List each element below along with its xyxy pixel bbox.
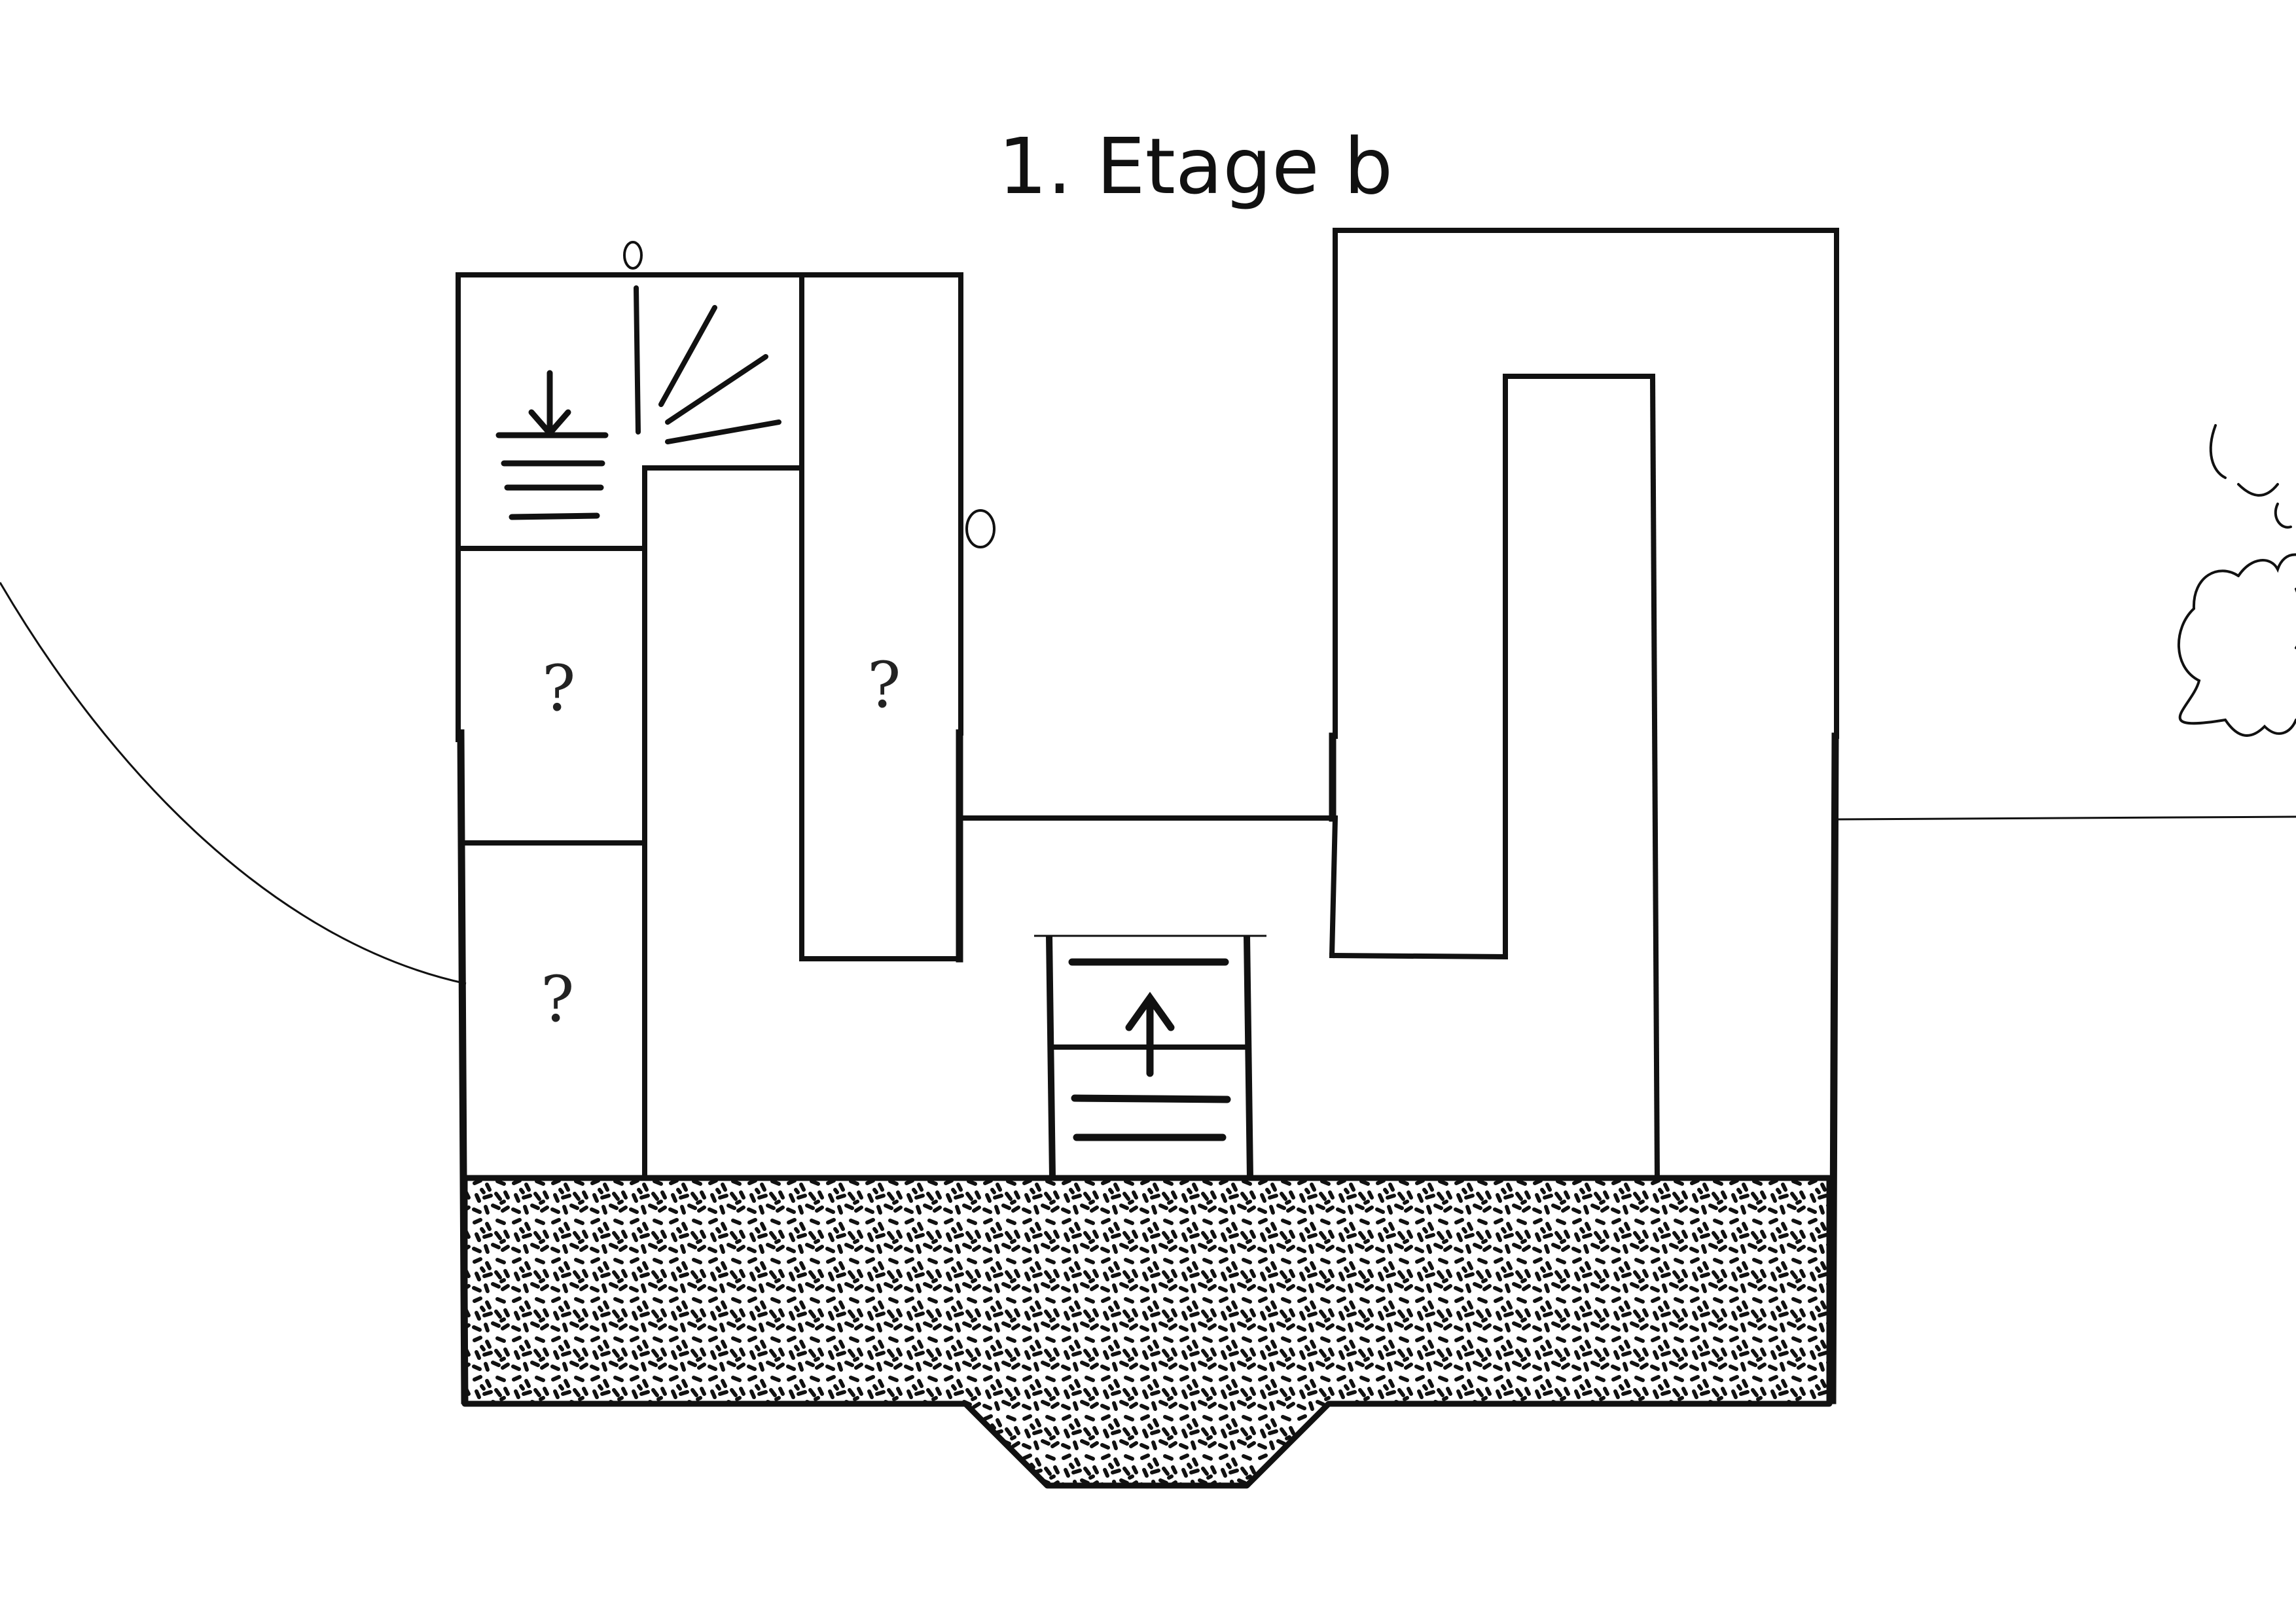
room-label-left-lower: ? <box>541 963 574 1036</box>
room-label-left-middle: ? <box>542 652 575 725</box>
stairs-up-arrow-icon <box>1068 958 1231 1141</box>
room-label-center-left: ? <box>867 649 901 722</box>
terrazzo-floor <box>461 1175 1833 1489</box>
stairs-down-arrow-icon <box>495 370 609 520</box>
outline-arc <box>0 582 467 985</box>
lamp-rays-icon <box>623 241 781 444</box>
fixture-circle <box>965 509 996 548</box>
boundary-line <box>1836 815 2296 821</box>
page-title: 1. Etage b <box>998 121 1393 211</box>
walls <box>456 228 1839 1404</box>
bush-icon <box>2177 424 2296 737</box>
